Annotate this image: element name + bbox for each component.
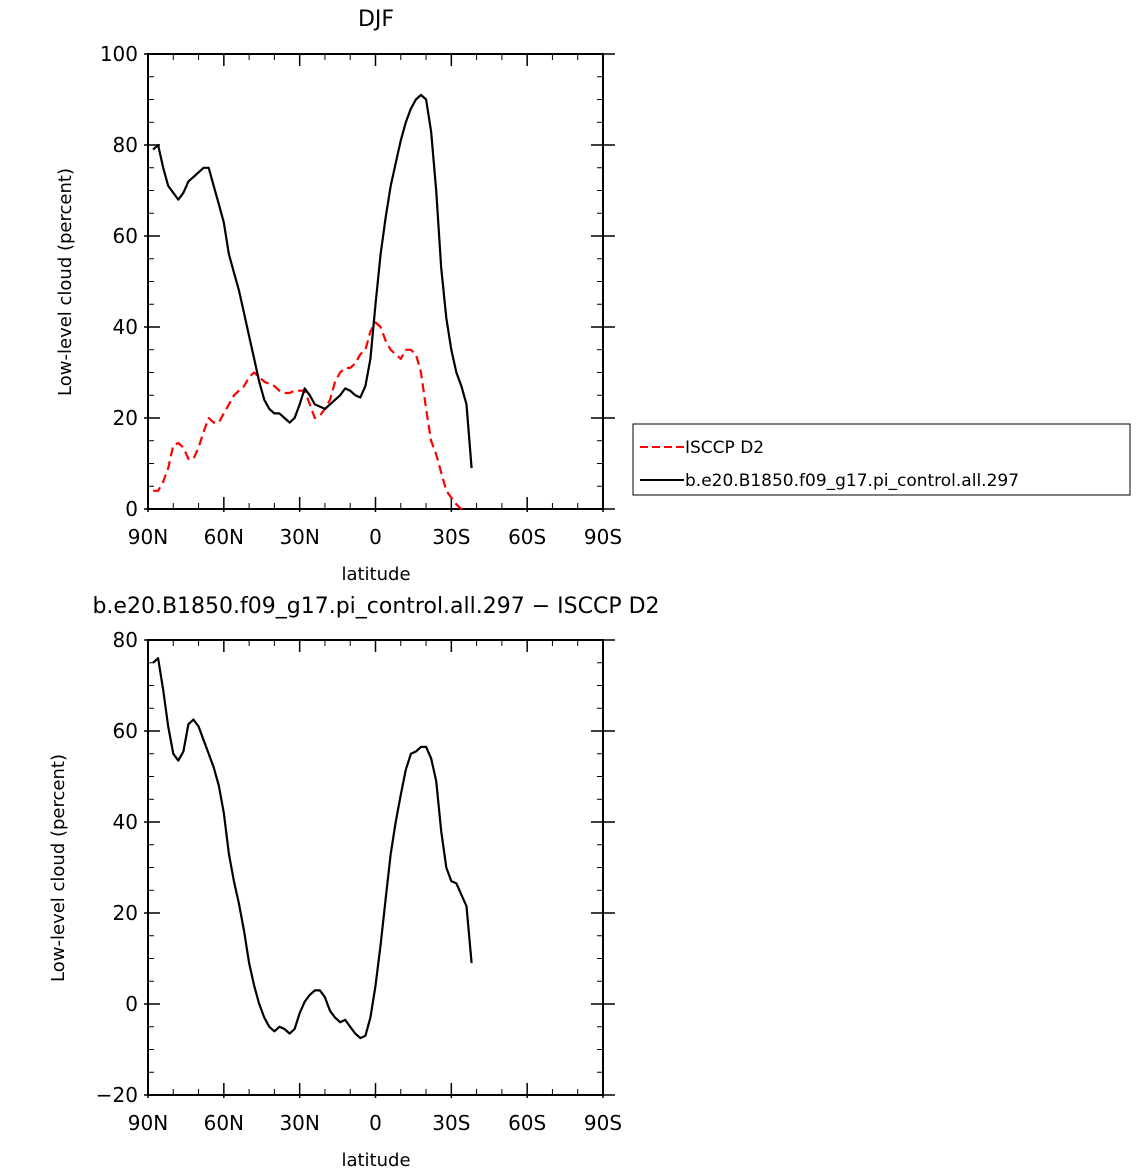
y-tick-label: 40 [113, 810, 138, 834]
x-tick-label: 0 [369, 525, 382, 549]
top-plot-frame [147, 53, 604, 510]
y-tick-label: 20 [113, 406, 138, 430]
y-tick-label: 0 [125, 497, 138, 521]
y-tick-label: 40 [113, 315, 138, 339]
x-tick-label: 90S [584, 1111, 622, 1135]
top-panel: DJF 90N 60N 30N 0 30S 60S 90S 0 20 40 60 80 100 lati… [55, 7, 622, 585]
bottom-plot-frame [147, 639, 604, 1096]
x-tick-label: 30N [279, 1111, 319, 1135]
bottom-series-lines [152, 657, 473, 1040]
y-tick-label: 0 [125, 992, 138, 1016]
top-y-axis-label: Low-level cloud (percent) [55, 168, 76, 396]
top-axis-ticks: 90N 60N 30N 0 30S 60S 90S 0 20 40 60 80 100 [100, 42, 622, 549]
x-tick-label: 60S [508, 1111, 546, 1135]
legend-box [632, 423, 1131, 496]
legend-label-model: b.e20.B1850.f09_g17.pi_control.all.297 [685, 471, 1019, 491]
y-tick-label: 80 [113, 133, 138, 157]
y-tick-label: 60 [113, 719, 138, 743]
bottom-x-axis-label: latitude [341, 1150, 410, 1171]
legend: ISCCP D2 b.e20.B1850.f09_g17.pi_control.… [632, 423, 1131, 496]
top-x-axis-label: latitude [341, 564, 410, 585]
bottom-series-line-0 [152, 657, 473, 1040]
bottom-y-axis-label: Low-level cloud (percent) [48, 754, 69, 982]
x-tick-label: 60N [204, 525, 244, 549]
x-tick-label: 0 [369, 1111, 382, 1135]
y-tick-label: 60 [113, 224, 138, 248]
x-tick-label: 60N [204, 1111, 244, 1135]
x-tick-label: 30N [279, 525, 319, 549]
top-series-lines [152, 93, 473, 513]
bottom-panel: b.e20.B1850.f09_g17.pi_control.all.297 −… [48, 594, 660, 1171]
bottom-axis-ticks: 90N 60N 30N 0 30S 60S 90S −20 0 20 40 60 80 [96, 628, 622, 1135]
top-chart-title: DJF [358, 7, 394, 32]
legend-label-isccp: ISCCP D2 [685, 438, 764, 458]
x-tick-label: 30S [432, 525, 470, 549]
x-tick-label: 90N [128, 525, 168, 549]
y-tick-label: 100 [100, 42, 138, 66]
bottom-chart-title: b.e20.B1850.f09_g17.pi_control.all.297 −… [92, 594, 659, 619]
y-tick-label: 20 [113, 901, 138, 925]
y-tick-label: −20 [96, 1083, 138, 1107]
y-tick-label: 80 [113, 628, 138, 652]
x-tick-label: 30S [432, 1111, 470, 1135]
top-series-line-0 [153, 321, 465, 513]
x-tick-label: 60S [508, 525, 546, 549]
x-tick-label: 90N [128, 1111, 168, 1135]
x-tick-label: 90S [584, 525, 622, 549]
top-series-line-1 [152, 93, 473, 469]
